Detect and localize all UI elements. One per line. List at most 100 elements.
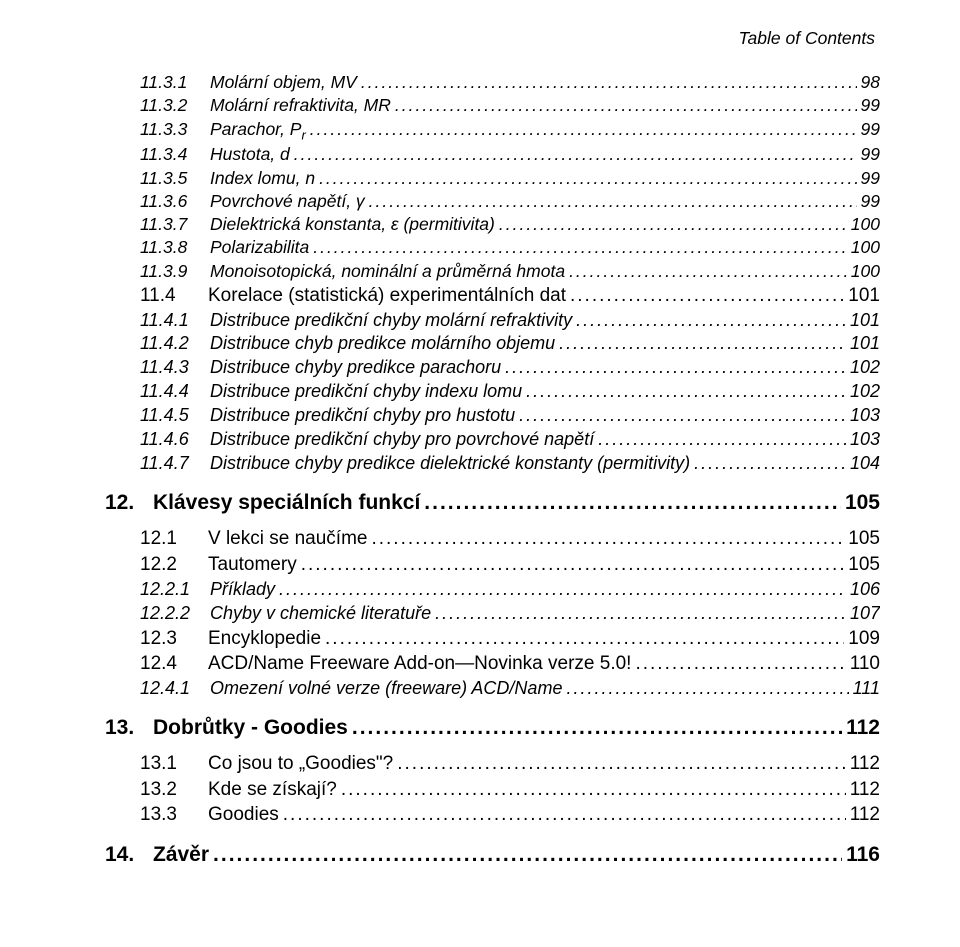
toc-number: 11.3.5 xyxy=(140,167,210,190)
toc-number: 11.4.7 xyxy=(140,452,210,476)
toc-leader-dots xyxy=(559,332,846,356)
toc-leader-dots xyxy=(319,167,856,190)
toc-label: Encyklopedie xyxy=(208,626,325,652)
toc-leader-dots xyxy=(566,677,848,701)
toc-leader-dots xyxy=(294,143,857,166)
toc-page-number: 110 xyxy=(846,651,880,677)
toc-label: Klávesy speciálních funkcí xyxy=(153,489,424,516)
toc-page-number: 105 xyxy=(844,552,880,578)
toc-page-number: 105 xyxy=(844,526,880,552)
toc-entry: 12.1V lekci se naučíme 105 xyxy=(140,526,880,552)
toc-number: 14. xyxy=(105,841,153,868)
toc-number: 11.3.8 xyxy=(140,236,210,259)
toc-label: Dobrůtky - Goodies xyxy=(153,714,352,741)
toc-number: 11.3.9 xyxy=(140,260,210,283)
toc-page-number: 112 xyxy=(846,777,880,803)
toc-number: 12.4.1 xyxy=(140,677,210,701)
toc-page-number: 101 xyxy=(846,309,880,333)
toc-label: Závěr xyxy=(153,841,213,868)
toc-page-number: 102 xyxy=(846,380,880,404)
toc-entry: 11.3.6Povrchové napětí, γ 99 xyxy=(140,190,880,213)
toc-label: Index lomu, n xyxy=(210,167,319,190)
toc-leader-dots xyxy=(526,380,846,404)
toc-number: 11.3.4 xyxy=(140,143,210,166)
toc-page-number: 99 xyxy=(857,190,880,213)
toc-leader-dots xyxy=(301,552,845,578)
toc-page-number: 105 xyxy=(841,489,880,516)
toc-page-number: 106 xyxy=(846,578,880,602)
table-of-contents: 11.3.1Molární objem, MV 9811.3.2Molární … xyxy=(105,71,880,868)
toc-page-number: 112 xyxy=(842,714,880,741)
toc-entry: 12.4ACD/Name Freeware Add-on—Novinka ver… xyxy=(140,651,880,677)
toc-leader-dots xyxy=(371,526,844,552)
toc-number: 11.3.6 xyxy=(140,190,210,213)
toc-leader-dots xyxy=(435,602,846,626)
toc-page-number: 109 xyxy=(844,626,880,652)
page-header: Table of Contents xyxy=(105,28,880,49)
toc-entry: 12.2Tautomery 105 xyxy=(140,552,880,578)
toc-page-number: 100 xyxy=(847,260,880,283)
toc-number: 12. xyxy=(105,489,153,516)
toc-page-number: 100 xyxy=(847,236,880,259)
toc-leader-dots xyxy=(499,213,847,236)
toc-leader-dots xyxy=(369,190,857,213)
toc-entry: 13.Dobrůtky - Goodies 112 xyxy=(105,714,880,741)
toc-page-number: 101 xyxy=(846,332,880,356)
toc-label: V lekci se naučíme xyxy=(208,526,371,552)
toc-label: Distribuce chyby predikce dielektrické k… xyxy=(210,452,694,476)
toc-label: Dielektrická konstanta, ε (permitivita) xyxy=(210,213,499,236)
toc-entry: 11.4.5Distribuce predikční chyby pro hus… xyxy=(140,404,880,428)
toc-entry: 11.3.8Polarizabilita 100 xyxy=(140,236,880,259)
toc-label: Distribuce predikční chyby pro hustotu xyxy=(210,404,519,428)
toc-leader-dots xyxy=(424,489,841,516)
toc-label: Chyby v chemické literatuře xyxy=(210,602,435,626)
toc-entry: 11.3.9Monoisotopická, nominální a průměr… xyxy=(140,260,880,283)
toc-label: Distribuce predikční chyby pro povrchové… xyxy=(210,428,598,452)
toc-number: 11.3.2 xyxy=(140,94,210,117)
toc-entry: 14.Závěr 116 xyxy=(105,841,880,868)
toc-page-number: 103 xyxy=(846,404,880,428)
toc-page-number: 99 xyxy=(857,143,880,166)
toc-number: 12.2.1 xyxy=(140,578,210,602)
toc-entry: 11.4Korelace (statistická) experimentáln… xyxy=(140,283,880,309)
toc-entry: 11.4.7Distribuce chyby predikce dielektr… xyxy=(140,452,880,476)
toc-entry: 11.4.6Distribuce predikční chyby pro pov… xyxy=(140,428,880,452)
toc-leader-dots xyxy=(283,802,846,828)
toc-leader-dots xyxy=(576,309,846,333)
toc-page-number: 103 xyxy=(846,428,880,452)
toc-label: Molární refraktivita, MR xyxy=(210,94,395,117)
toc-entry: 12.Klávesy speciálních funkcí 105 xyxy=(105,489,880,516)
toc-leader-dots xyxy=(505,356,846,380)
toc-entry: 11.3.3Parachor, Pr 99 xyxy=(140,118,880,144)
toc-entry: 11.4.1Distribuce predikční chyby molární… xyxy=(140,309,880,333)
toc-page-number: 112 xyxy=(846,751,880,777)
toc-label: Distribuce chyb predikce molárního objem… xyxy=(210,332,559,356)
toc-label: Goodies xyxy=(208,802,283,828)
toc-number: 13.2 xyxy=(140,777,208,803)
toc-number: 13. xyxy=(105,714,153,741)
toc-page-number: 111 xyxy=(849,677,880,701)
toc-number: 11.4 xyxy=(140,283,208,309)
toc-page-number: 107 xyxy=(846,602,880,626)
toc-number: 11.4.5 xyxy=(140,404,210,428)
toc-label: Korelace (statistická) experimentálních … xyxy=(208,283,570,309)
toc-number: 11.3.3 xyxy=(140,118,210,141)
toc-number: 12.4 xyxy=(140,651,208,677)
toc-entry: 12.2.1Příklady 106 xyxy=(140,578,880,602)
toc-number: 12.3 xyxy=(140,626,208,652)
toc-number: 11.4.2 xyxy=(140,332,210,356)
toc-number: 11.3.1 xyxy=(140,71,210,94)
toc-number: 13.1 xyxy=(140,751,208,777)
toc-leader-dots xyxy=(352,714,842,741)
toc-number: 11.4.6 xyxy=(140,428,210,452)
toc-leader-dots xyxy=(313,236,847,259)
toc-page-number: 98 xyxy=(857,71,880,94)
toc-page-number: 99 xyxy=(857,167,880,190)
toc-page-number: 102 xyxy=(846,356,880,380)
toc-number: 12.2.2 xyxy=(140,602,210,626)
toc-label: Monoisotopická, nominální a průměrná hmo… xyxy=(210,260,569,283)
toc-number: 12.2 xyxy=(140,552,208,578)
toc-page-number: 99 xyxy=(857,118,880,141)
toc-leader-dots xyxy=(569,260,847,283)
toc-label: Co jsou to „Goodies"? xyxy=(208,751,397,777)
